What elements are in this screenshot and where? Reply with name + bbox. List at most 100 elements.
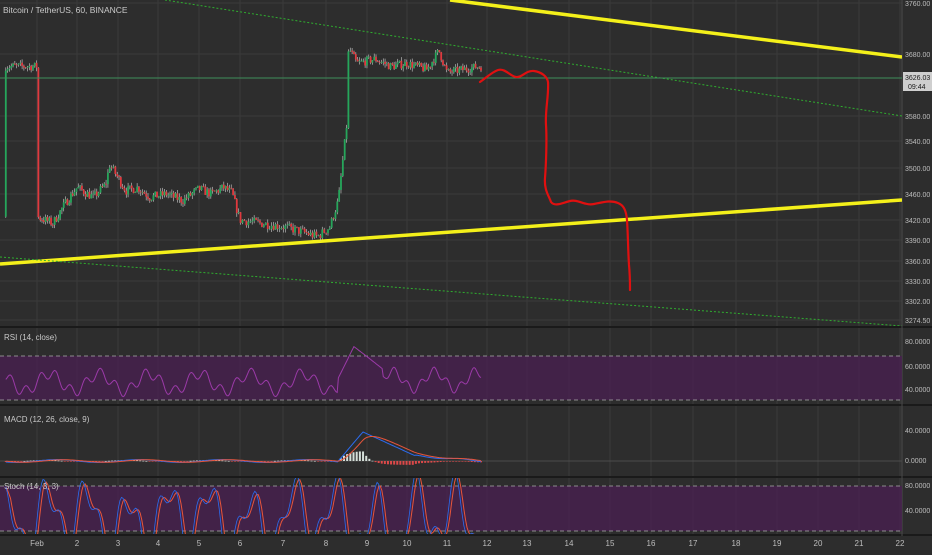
candle xyxy=(251,217,254,225)
macd-hist-bar xyxy=(114,460,117,462)
candle xyxy=(55,215,58,223)
candle-body xyxy=(343,139,346,160)
candle xyxy=(405,59,408,70)
candle xyxy=(442,59,444,67)
trend-lines xyxy=(0,0,902,326)
macd-hist-bar xyxy=(473,461,476,463)
macd-hist-bar xyxy=(421,461,424,464)
candle-body xyxy=(234,194,236,200)
candle-body xyxy=(407,66,410,68)
candle-body xyxy=(292,226,294,233)
candle-body xyxy=(327,229,329,234)
candle xyxy=(402,64,405,72)
candle-body xyxy=(57,218,60,222)
chart-title: Bitcoin / TetherUS, 60, BINANCE xyxy=(3,5,128,15)
candle-body xyxy=(358,60,361,62)
candle-body xyxy=(251,220,254,222)
macd-hist-bar xyxy=(192,460,195,462)
macd-hist-bar xyxy=(151,461,154,462)
candle xyxy=(161,187,164,200)
candle-body xyxy=(202,186,205,188)
candle xyxy=(299,226,302,238)
candle xyxy=(105,179,107,189)
candle xyxy=(202,183,205,188)
candle-body xyxy=(95,191,98,196)
candle-body xyxy=(422,66,424,72)
candle xyxy=(222,181,225,192)
candle xyxy=(387,62,390,70)
stoch-label: Stoch (14, 3, 3) xyxy=(4,482,59,491)
candle-body xyxy=(315,231,318,236)
candle xyxy=(152,193,155,202)
candle-body xyxy=(416,62,419,65)
macd-hist-bar xyxy=(101,461,104,462)
candle xyxy=(301,225,304,230)
candles xyxy=(4,47,482,241)
macd-hist-bar xyxy=(23,460,26,462)
candle-body xyxy=(278,228,281,230)
candle-body xyxy=(294,226,296,233)
candle xyxy=(253,215,256,224)
candle-body xyxy=(125,190,128,195)
candle-body xyxy=(138,186,140,192)
candle-body xyxy=(134,191,137,193)
candle xyxy=(332,217,335,221)
candle xyxy=(108,164,111,174)
candle-body xyxy=(353,51,355,55)
candle-body xyxy=(41,220,43,221)
candle-body xyxy=(389,63,392,70)
candle-body xyxy=(232,188,234,195)
macd-hist-bar xyxy=(234,461,237,462)
candle xyxy=(340,173,342,194)
candle-body xyxy=(169,194,171,195)
candle-body xyxy=(73,191,76,196)
candle xyxy=(261,222,263,228)
candle xyxy=(157,195,160,199)
candle-body xyxy=(185,197,188,199)
candle xyxy=(232,188,234,196)
candle xyxy=(292,223,294,236)
candle-body xyxy=(180,197,183,203)
candle xyxy=(362,58,365,63)
candle-body xyxy=(176,193,179,200)
price-tick-label: 3680.00 xyxy=(905,52,930,59)
candle xyxy=(26,65,29,72)
candle-body xyxy=(204,186,207,195)
time-axis[interactable]: Feb 2 3 4 5 6 7 8 9 10 11 12 13 14 15 16 17 18 19 20 21 22 xyxy=(30,539,905,548)
time-tick-label: 6 xyxy=(238,539,243,548)
time-tick-label: 3 xyxy=(116,539,121,548)
candle-body xyxy=(387,63,390,70)
candle xyxy=(353,50,355,55)
candle xyxy=(436,49,439,56)
candle xyxy=(239,212,242,225)
candle-body xyxy=(253,217,256,221)
candle xyxy=(319,233,322,241)
candle xyxy=(303,226,306,234)
candle-body xyxy=(105,183,107,185)
candle-body xyxy=(6,68,9,71)
candle-body xyxy=(434,52,437,63)
price-axis[interactable]: 3760.00 3680.00 3580.00 3540.00 3500.00 3460.… xyxy=(903,1,932,515)
macd-hist-bar xyxy=(452,461,455,462)
candle xyxy=(409,59,412,70)
candle xyxy=(163,189,166,198)
candle xyxy=(396,58,399,68)
candle xyxy=(445,62,448,73)
candle-body xyxy=(262,225,265,227)
candle-body xyxy=(13,63,16,65)
candle-body xyxy=(395,64,397,69)
candle-body xyxy=(396,62,399,65)
rsi-tick-label: 40.0000 xyxy=(905,387,930,394)
candle xyxy=(349,47,352,53)
candle-body xyxy=(356,59,359,62)
candle-body xyxy=(375,56,377,62)
time-tick-label: 7 xyxy=(281,539,286,548)
macd-hist-bar xyxy=(54,460,57,462)
candle xyxy=(284,223,287,233)
candle xyxy=(460,65,462,71)
candle-body xyxy=(274,224,277,230)
candle-body xyxy=(217,190,220,193)
candle-body xyxy=(409,62,412,68)
candle-body xyxy=(311,232,314,238)
